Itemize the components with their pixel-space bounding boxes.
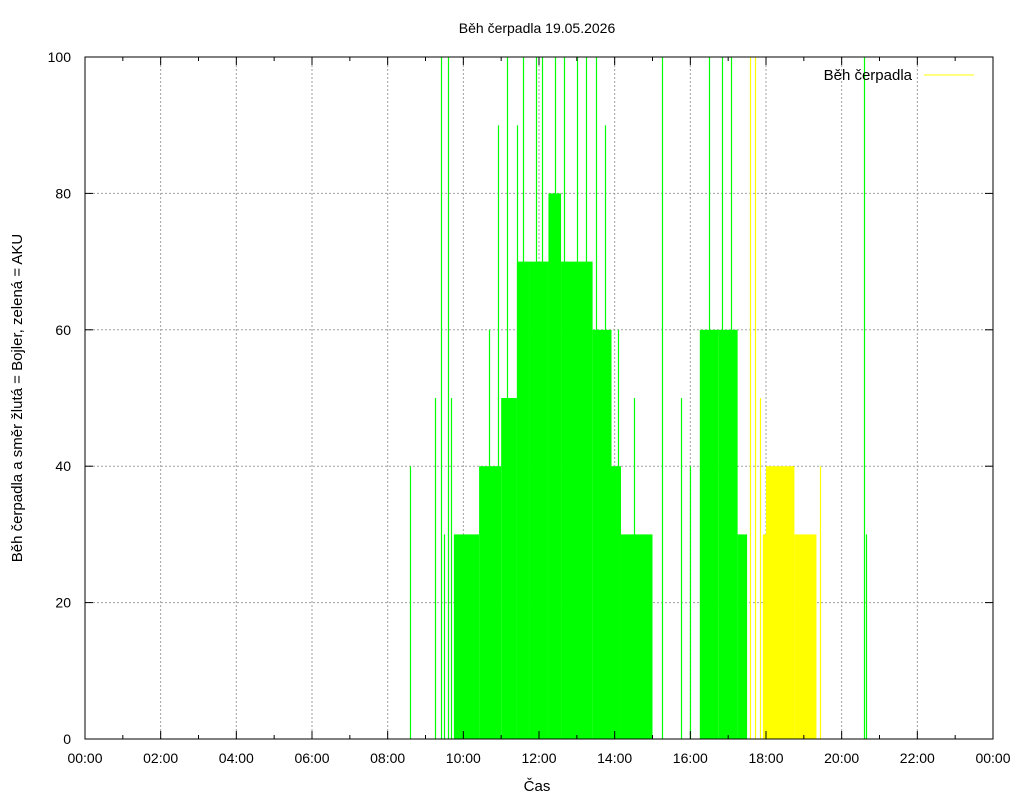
x-tick-label: 14:00	[597, 750, 632, 766]
x-tick-label: 10:00	[446, 750, 481, 766]
data-bar-aku	[737, 534, 748, 739]
x-tick-label: 16:00	[673, 750, 708, 766]
x-tick-label: 12:00	[521, 750, 556, 766]
data-bar-aku	[501, 398, 517, 739]
x-tick-label: 02:00	[143, 750, 178, 766]
data-bar-aku	[479, 466, 502, 739]
x-tick-label: 00:00	[975, 750, 1010, 766]
y-tick-label: 80	[55, 185, 71, 201]
chart-title: Běh čerpadla 19.05.2026	[459, 20, 616, 36]
y-tick-label: 40	[55, 458, 71, 474]
data-bar-aku	[548, 193, 562, 739]
x-tick-label: 18:00	[748, 750, 783, 766]
axis-ticks	[84, 56, 994, 740]
y-axis-label: Běh čerpadla a směr žlutá = Bojler, zele…	[9, 234, 26, 563]
y-tick-label: 60	[55, 322, 71, 338]
y-tick-labels: 0 20 40 60 80 100	[48, 49, 72, 747]
data-bar-aku	[718, 329, 738, 739]
legend-label: Běh čerpadla	[824, 67, 913, 84]
x-axis-label: Čas	[524, 778, 551, 795]
grid-lines	[85, 57, 993, 739]
x-tick-label: 22:00	[900, 750, 935, 766]
x-tick-label: 08:00	[370, 750, 405, 766]
data-bars	[409, 57, 868, 739]
x-tick-label: 04:00	[219, 750, 254, 766]
y-tick-label: 0	[63, 731, 71, 747]
data-bar-bojler	[762, 534, 766, 739]
data-bar-bojler	[794, 534, 817, 739]
x-tick-labels: 00:00 02:00 04:00 06:00 08:00 10:00 12:00 14:00…	[67, 750, 1010, 766]
data-bar-aku	[620, 534, 653, 739]
legend: Běh čerpadla	[824, 67, 974, 84]
y-tick-label: 20	[55, 595, 71, 611]
x-tick-label: 00:00	[67, 750, 102, 766]
x-tick-label: 06:00	[294, 750, 329, 766]
data-bar-aku	[453, 534, 480, 739]
y-tick-label: 100	[48, 49, 72, 65]
data-bar-aku	[592, 329, 612, 739]
data-bar-aku	[611, 466, 621, 739]
x-tick-label: 20:00	[824, 750, 859, 766]
data-bar-bojler	[766, 466, 795, 739]
data-bar-aku	[561, 261, 593, 739]
data-bar-aku	[529, 261, 549, 739]
